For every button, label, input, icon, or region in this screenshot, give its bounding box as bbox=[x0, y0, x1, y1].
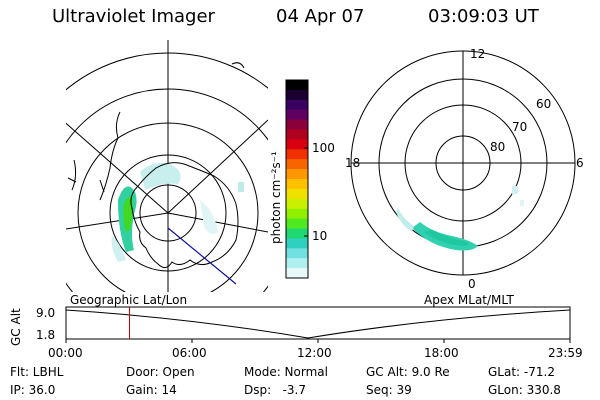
lat-label-70: 70 bbox=[512, 120, 528, 134]
lat-label-80: 80 bbox=[490, 140, 506, 154]
colorbar-swatch bbox=[286, 268, 308, 279]
timeline-ylabel: GC Alt bbox=[9, 308, 23, 346]
geographic-caption: Geographic Lat/Lon bbox=[70, 293, 188, 307]
colorbar-swatch bbox=[286, 159, 308, 170]
meridian-line bbox=[167, 119, 268, 214]
colorbar bbox=[285, 79, 309, 279]
colorbar-swatch bbox=[286, 119, 308, 130]
timeline-xtick-0: 00:00 bbox=[48, 346, 83, 360]
instrument-title: Ultraviolet Imager bbox=[52, 6, 215, 27]
colorbar-swatch bbox=[286, 208, 308, 220]
timeline-ytick-low: 1.8 bbox=[36, 328, 56, 342]
colorbar-swatch bbox=[286, 238, 308, 249]
timeline-xtick-2: 12:00 bbox=[297, 346, 332, 360]
timeline-xtick-1: 06:00 bbox=[172, 346, 207, 360]
colorbar-swatch bbox=[286, 179, 308, 190]
meridian-line bbox=[167, 212, 268, 233]
mlt-polar-plot bbox=[350, 50, 576, 276]
time-label: 03:09:03 UT bbox=[428, 6, 539, 27]
mlt-label-12: 12 bbox=[470, 47, 486, 61]
colorbar-tick-100: 100 bbox=[312, 141, 335, 155]
colorbar-swatch bbox=[286, 149, 308, 160]
info-mode: Mode: Normal bbox=[244, 365, 328, 379]
altitude-timeline bbox=[65, 306, 571, 343]
colorbar-swatch bbox=[286, 248, 308, 259]
geographic-map bbox=[66, 40, 268, 292]
colorbar-swatch bbox=[286, 258, 308, 269]
colorbar-swatch bbox=[286, 109, 308, 121]
colorbar-swatch bbox=[286, 169, 308, 180]
info-ip: IP: 36.0 bbox=[10, 383, 56, 397]
coastline bbox=[67, 159, 105, 193]
mlt-label-18: 18 bbox=[345, 156, 361, 170]
coastline bbox=[231, 62, 245, 69]
meridian-line bbox=[66, 212, 169, 230]
info-glat: GLat: -71.2 bbox=[488, 365, 555, 379]
info-glon: GLon: 330.8 bbox=[488, 383, 561, 397]
altitude-curve bbox=[65, 309, 571, 339]
timeline-ytick-high: 9.0 bbox=[36, 306, 56, 320]
lat-label-60: 60 bbox=[536, 97, 552, 111]
satellite-track bbox=[167, 227, 237, 285]
colorbar-unit-label: photon cm⁻²s⁻¹ bbox=[269, 151, 283, 244]
apex-caption: Apex MLat/MLT bbox=[424, 293, 514, 307]
info-gain: Gain: 14 bbox=[126, 383, 177, 397]
colorbar-swatch bbox=[286, 139, 308, 150]
colorbar-frame bbox=[285, 79, 309, 279]
date-label: 04 Apr 07 bbox=[276, 6, 365, 27]
colorbar-swatch bbox=[286, 188, 308, 200]
coastline bbox=[99, 111, 121, 201]
coastline bbox=[130, 162, 239, 268]
timeline-xtick-4: 23:59 bbox=[548, 346, 583, 360]
mlt-label-0: 0 bbox=[468, 277, 476, 291]
colorbar-tick-10: 10 bbox=[312, 229, 328, 243]
timeline-frame bbox=[65, 306, 571, 340]
info-gc-alt: GC Alt: 9.0 Re bbox=[366, 365, 450, 379]
colorbar-swatch bbox=[286, 99, 308, 111]
info-seq: Seq: 39 bbox=[366, 383, 412, 397]
mlt-label-6: 6 bbox=[576, 156, 584, 170]
aurora-emission bbox=[396, 186, 524, 251]
timeline-xtick-3: 18:00 bbox=[424, 346, 459, 360]
colorbar-swatch bbox=[286, 228, 308, 239]
colorbar-swatch bbox=[286, 129, 308, 140]
colorbar-swatch bbox=[286, 218, 308, 229]
aurora-emission bbox=[111, 163, 244, 262]
info-dsp: Dsp: -3.7 bbox=[244, 383, 307, 397]
colorbar-swatch bbox=[286, 198, 308, 210]
info-filter: Flt: LBHL bbox=[10, 365, 64, 379]
colorbar-swatch bbox=[286, 80, 308, 91]
colorbar-swatch bbox=[286, 89, 308, 101]
info-door: Door: Open bbox=[126, 365, 195, 379]
meridian-line bbox=[66, 122, 169, 214]
